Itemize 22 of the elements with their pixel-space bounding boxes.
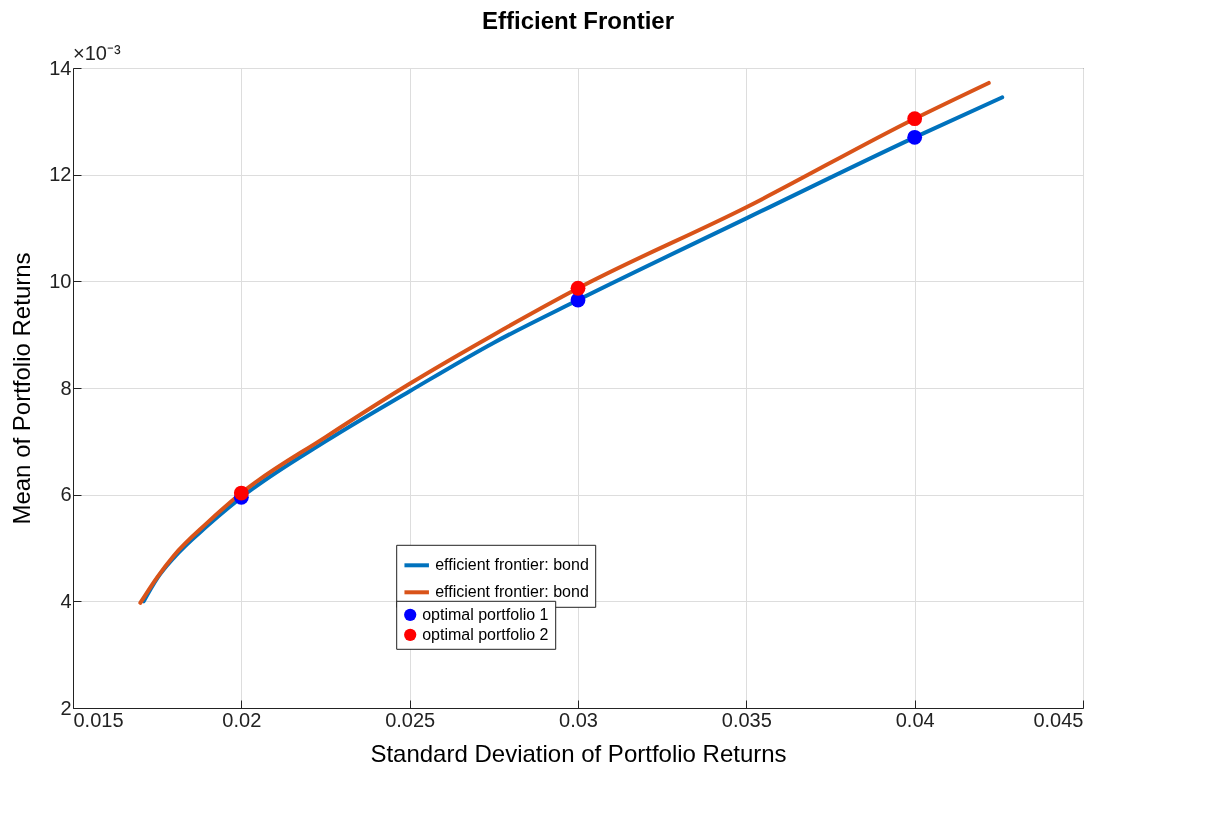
chart-title: Efficient Frontier [481,7,675,34]
x-axis-title: Standard Deviation of Portfolio Returns [370,739,787,767]
x-tick-label: 0.03 [559,708,598,731]
legend-label: efficient frontier: bond [435,556,589,574]
legend-label: efficient frontier: bond [435,583,589,601]
y-tick-label: 2 [60,696,72,719]
y-tick-label: 4 [60,589,72,612]
legend-label: optimal portfolio 2 [422,625,549,643]
x-tick-label: 0.02 [222,708,262,731]
x-tick-label: 0.035 [721,708,772,731]
y-tick-label: 14 [49,56,72,79]
y-tick-label: 10 [49,269,72,292]
x-tick-label: 0.025 [385,708,436,731]
y-tick-label: 6 [60,483,72,506]
legend-label: optimal portfolio 1 [422,605,549,623]
y-tick-label: 8 [60,376,72,399]
x-tick-label: 0.015 [73,708,124,731]
y-tick-label: 12 [49,163,72,186]
text: ×10⁻³ [73,42,121,64]
y-axis-title: Mean of Portfolio Returns [8,252,36,525]
x-tick-label: 0.045 [1033,708,1084,731]
x-tick-label: 0.04 [895,708,935,731]
